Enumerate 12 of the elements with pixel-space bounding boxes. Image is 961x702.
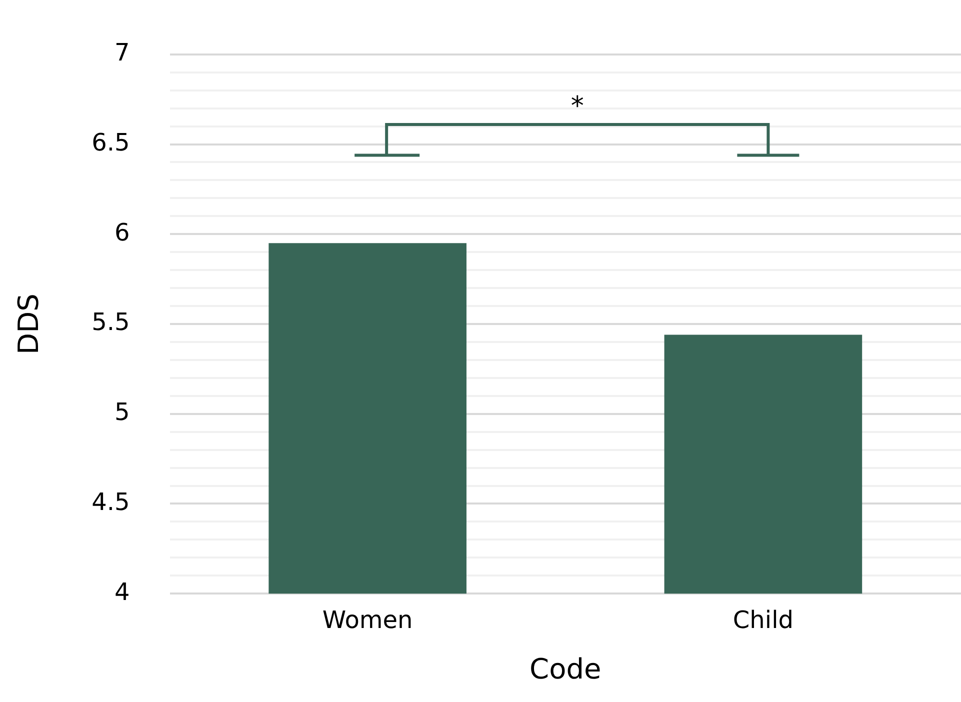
x-tick-label: Child [732, 606, 794, 634]
y-tick-label: 6.5 [92, 128, 130, 156]
y-tick-label: 7 [114, 38, 130, 67]
x-axis-title: Code [530, 652, 602, 686]
x-tick-label: Women [322, 606, 413, 634]
y-tick-label: 5.5 [92, 308, 130, 336]
y-tick-label: 5 [114, 398, 130, 426]
y-tick-label: 4 [114, 578, 130, 606]
y-axis-title: DDS [12, 294, 46, 354]
y-tick-label: 6 [114, 218, 130, 246]
annotation: * [570, 91, 584, 122]
y-tick-label: 4.5 [92, 488, 130, 516]
